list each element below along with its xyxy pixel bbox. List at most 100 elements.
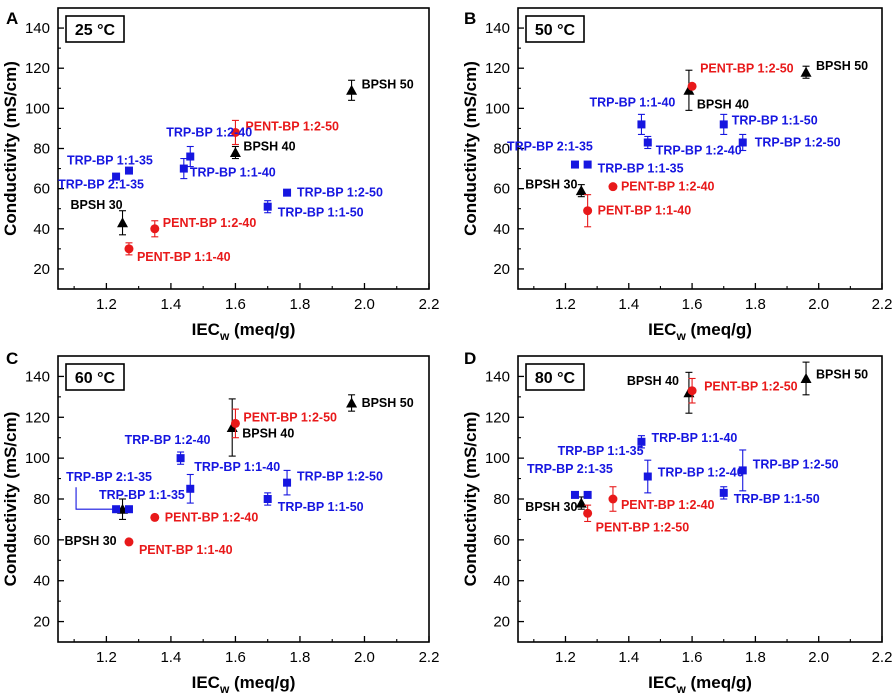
x-tick-label: 1.2 [555, 296, 576, 313]
y-tick-label: 60 [493, 181, 510, 198]
circle-marker [687, 386, 697, 396]
data-point-bpsh-50: BPSH 50 [800, 361, 868, 396]
point-label: BPSH 30 [525, 500, 577, 514]
y-tick-label: 20 [33, 261, 50, 278]
square-marker [570, 490, 579, 499]
point-label: TRP-BP 1:1-40 [651, 431, 737, 445]
point-label: PENT-BP 1:2-40 [621, 180, 715, 194]
data-point-trp-bp-1-2-50: TRP-BP 1:2-50 [283, 186, 383, 200]
point-label: BPSH 30 [65, 534, 117, 548]
x-tick-label: 1.8 [745, 296, 766, 313]
data-point-trp-bp-1-1-40: TRP-BP 1:1-40 [179, 157, 276, 180]
x-tick-label: 1.4 [160, 649, 181, 666]
panel-b: B 1.2 1.4 1.6 1.8 2.0 2.2 20 40 60 80 100 120 140 Cond… [461, 7, 892, 343]
y-tick-label: 120 [25, 409, 50, 426]
triangle-marker [346, 397, 358, 408]
x-tick-label: 2.0 [354, 649, 375, 666]
circle-marker [583, 508, 593, 518]
data-point-trp-bp-2-1-35: TRP-BP 2:1-35 [58, 172, 144, 192]
y-tick-label: 100 [25, 450, 50, 467]
square-marker [583, 160, 592, 169]
point-label: TRP-BP 1:1-35 [67, 154, 153, 168]
temperature-box [65, 15, 125, 43]
point-label: TRP-BP 1:2-40 [166, 126, 252, 140]
data-point-trp-bp-1-1-50: TRP-BP 1:1-50 [719, 113, 818, 135]
temperature-box [525, 363, 585, 391]
data-point-pent-bp-1-2-50: PENT-BP 1:2-50 [687, 377, 798, 404]
temperature-label: 60 °C [75, 370, 116, 387]
triangle-marker [800, 372, 812, 383]
square-marker [179, 164, 188, 173]
data-point-trp-bp-1-1-35: TRP-BP 1:1-35 [99, 488, 185, 514]
y-axis-title: Conductivity (mS/cm) [1, 61, 20, 236]
point-label: PENT-BP 1:2-40 [163, 216, 257, 230]
circle-marker [608, 494, 618, 504]
x-tick-label: 1.2 [555, 649, 576, 666]
data-point-trp-bp-1-2-50: TRP-BP 1:2-50 [738, 449, 839, 492]
leader-line [75, 487, 117, 510]
x-tick-label: 1.4 [160, 296, 181, 313]
y-tick-label: 80 [493, 141, 510, 158]
y-tick-label: 40 [493, 221, 510, 238]
square-marker [124, 166, 133, 175]
point-label: TRP-BP 2:1-35 [66, 470, 152, 484]
square-marker [186, 484, 195, 493]
triangle-marker [229, 147, 241, 158]
data-point-trp-bp-1-2-50: TRP-BP 1:2-50 [738, 133, 841, 152]
data-point-pent-bp-1-1-40: PENT-BP 1:1-40 [124, 537, 233, 557]
point-label: TRP-BP 1:1-50 [278, 206, 364, 220]
data-point-bpsh-40: BPSH 40 [627, 371, 695, 414]
x-axis-title: IECw (meq/g) [192, 320, 296, 343]
point-label: TRP-BP 1:1-35 [99, 488, 185, 502]
point-label: TRP-BP 1:1-40 [190, 166, 276, 180]
x-tick-label: 2.2 [419, 296, 440, 313]
square-marker [124, 505, 133, 514]
point-label: TRP-BP 1:2-40 [656, 143, 742, 157]
y-tick-label: 80 [493, 491, 510, 508]
data-point-bpsh-40: BPSH 40 [229, 140, 296, 160]
y-tick-label: 60 [33, 181, 50, 198]
data-point-pent-bp-1-2-50: PENT-BP 1:2-50 [687, 61, 794, 91]
x-tick-label: 1.2 [96, 296, 117, 313]
data-point-pent-bp-1-1-40: PENT-BP 1:1-40 [583, 194, 692, 228]
point-label: TRP-BP 1:1-40 [589, 95, 675, 109]
data-point-bpsh-50: BPSH 50 [800, 59, 868, 79]
circle-marker [150, 512, 160, 522]
panel-a: A 1.2 1.4 1.6 1.8 2.0 2.2 20 40 60 80 100 120 140 Cond… [1, 7, 440, 343]
square-marker [738, 466, 747, 475]
circle-marker [583, 206, 593, 216]
square-marker [719, 488, 728, 497]
circle-marker [150, 224, 160, 234]
point-label: BPSH 50 [816, 367, 868, 381]
y-tick-label: 120 [485, 60, 510, 77]
y-tick-label: 140 [25, 20, 50, 37]
data-point-trp-bp-1-1-35: TRP-BP 1:1-35 [583, 160, 684, 176]
x-tick-label: 1.6 [225, 649, 246, 666]
point-label: PENT-BP 1:1-40 [137, 250, 231, 264]
square-marker [283, 188, 292, 197]
point-label: TRP-BP 1:1-50 [734, 492, 820, 506]
data-point-trp-bp-1-1-40: TRP-BP 1:1-40 [589, 95, 675, 135]
square-marker [643, 138, 652, 147]
data-point-pent-bp-1-2-40: PENT-BP 1:2-40 [608, 180, 715, 194]
data-point-bpsh-30: BPSH 30 [525, 178, 587, 198]
triangle-marker [800, 66, 812, 77]
y-tick-label: 140 [485, 368, 510, 385]
point-label: PENT-BP 1:2-50 [243, 410, 337, 424]
square-marker [283, 478, 292, 487]
x-tick-label: 2.2 [419, 649, 440, 666]
point-label: PENT-BP 1:1-40 [598, 204, 692, 218]
point-label: BPSH 40 [627, 374, 679, 388]
data-point-pent-bp-1-2-40: PENT-BP 1:2-40 [150, 216, 257, 238]
point-label: TRP-BP 2:1-35 [527, 462, 613, 476]
data-point-bpsh-50: BPSH 50 [346, 394, 414, 412]
point-label: BPSH 40 [697, 97, 749, 111]
data-point-pent-bp-1-2-50: PENT-BP 1:2-50 [230, 408, 337, 439]
square-marker [583, 490, 592, 499]
x-axis-title: IECw (meq/g) [648, 320, 752, 343]
square-marker [176, 454, 185, 463]
y-tick-label: 100 [25, 100, 50, 117]
point-label: PENT-BP 1:1-40 [139, 543, 233, 557]
y-tick-label: 80 [33, 491, 50, 508]
